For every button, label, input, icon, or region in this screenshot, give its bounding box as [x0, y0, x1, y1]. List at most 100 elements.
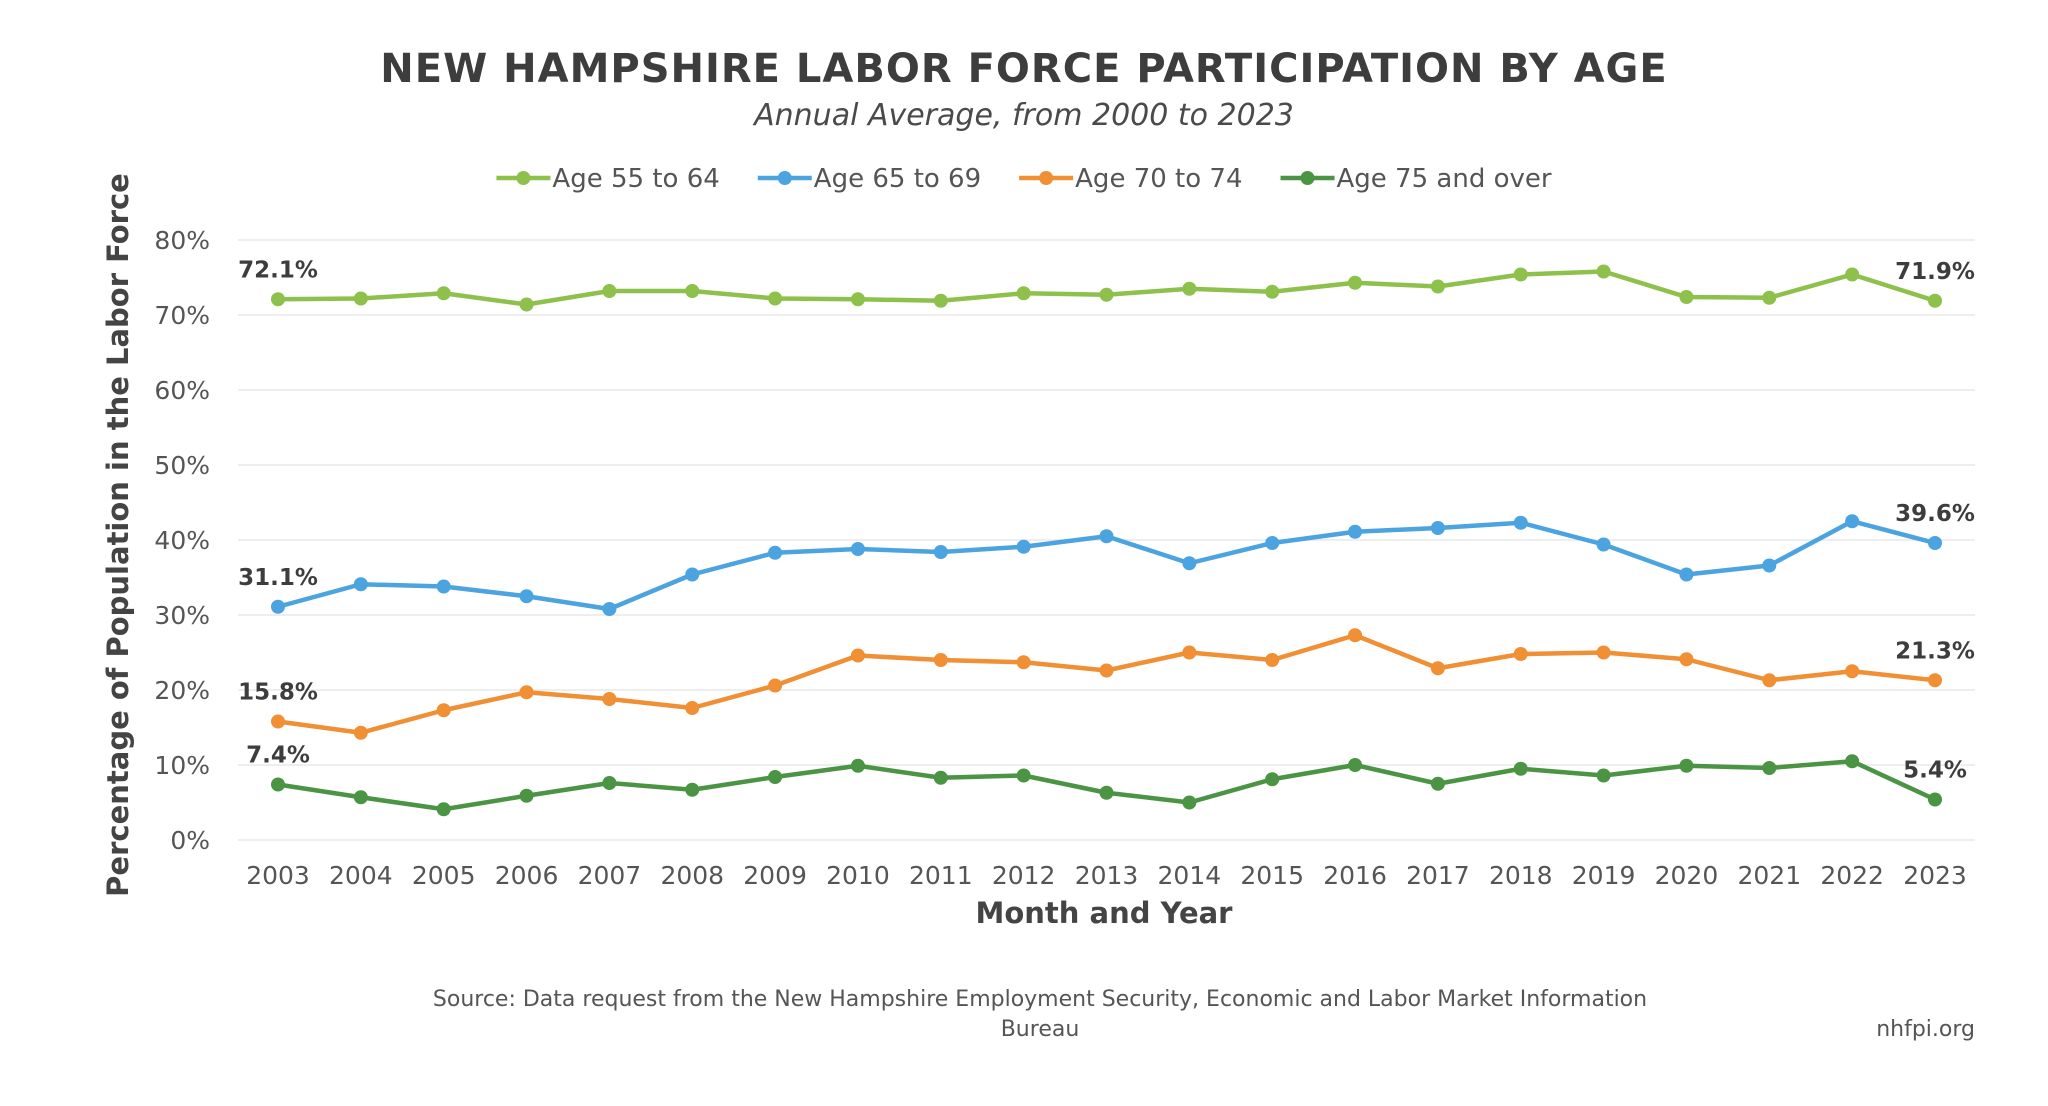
data-point — [1430, 521, 1445, 535]
data-point — [1762, 290, 1777, 305]
x-tick-label: 2015 — [1240, 861, 1304, 890]
start-value-label: 31.1% — [238, 565, 318, 591]
data-point — [1928, 293, 1942, 308]
legend-swatch-dot — [1039, 171, 1054, 185]
x-tick-label: 2022 — [1820, 861, 1884, 890]
legend-item: Age 55 to 64 — [496, 164, 720, 194]
data-point — [1928, 792, 1942, 807]
data-point — [1513, 267, 1528, 282]
y-tick-label: 20% — [154, 676, 210, 705]
x-tick-label: 2023 — [1903, 861, 1967, 890]
end-value-label: 5.4% — [1903, 758, 1967, 784]
data-point — [1348, 524, 1363, 539]
data-point — [1430, 279, 1445, 294]
legend-item: Age 65 to 69 — [757, 164, 981, 194]
y-tick-label: 10% — [154, 751, 210, 780]
data-point — [353, 577, 368, 592]
data-point — [1265, 772, 1280, 787]
source-line-2: Bureau — [1001, 1017, 1080, 1042]
x-tick-label: 2014 — [1158, 861, 1222, 890]
data-point — [1513, 647, 1528, 661]
data-point — [933, 545, 948, 559]
data-point — [436, 286, 451, 301]
data-point — [271, 777, 285, 792]
y-tick-label: 70% — [154, 301, 210, 330]
data-point — [850, 292, 865, 307]
y-tick-label: 30% — [154, 601, 210, 630]
data-point — [933, 770, 948, 785]
data-point — [1099, 663, 1114, 678]
data-point — [768, 545, 783, 560]
data-point — [1016, 539, 1031, 554]
data-point — [1016, 286, 1031, 301]
x-axis-label: Month and Year — [976, 896, 1234, 930]
data-point — [271, 599, 285, 614]
series-age-70-to-74 — [271, 628, 1942, 740]
x-tick-label: 2003 — [246, 861, 310, 890]
data-point — [768, 770, 783, 784]
legend-label: Age 75 and over — [1337, 164, 1552, 194]
data-point — [1016, 768, 1031, 783]
data-point — [850, 542, 865, 556]
source-line-1: Source: Data request from the New Hampsh… — [433, 987, 1647, 1012]
legend-item: Age 75 and over — [1280, 164, 1552, 194]
series-age-55-to-64 — [271, 264, 1942, 312]
data-point — [1845, 754, 1860, 769]
data-point — [353, 790, 368, 805]
x-tick-label: 2021 — [1737, 861, 1801, 890]
data-point — [1513, 761, 1528, 776]
data-point — [1845, 267, 1860, 282]
data-point — [1762, 558, 1777, 573]
data-point — [519, 589, 534, 604]
series-line — [275, 633, 1938, 735]
data-labels: 72.1% 71.9% 31.1% 39.6% 15.8% 21.3% 7.4% 5.4% — [238, 257, 1975, 783]
end-value-label: 39.6% — [1895, 501, 1975, 527]
legend-item: Age 70 to 74 — [1019, 164, 1243, 194]
x-tick-label: 2008 — [660, 861, 724, 890]
data-point — [271, 292, 285, 307]
end-value-label: 21.3% — [1895, 638, 1975, 664]
data-point — [1265, 653, 1280, 667]
legend-label: Age 70 to 74 — [1075, 164, 1242, 194]
x-tick-label: 2016 — [1323, 861, 1387, 890]
legend-label: Age 65 to 69 — [814, 164, 981, 194]
y-axis-label: Percentage of Population in the Labor Fo… — [101, 173, 135, 897]
data-point — [602, 602, 617, 616]
data-point — [1596, 645, 1611, 660]
y-tick-label: 50% — [154, 451, 210, 480]
data-point — [519, 297, 534, 312]
data-point — [768, 678, 783, 693]
data-point — [1679, 567, 1694, 582]
y-axis-ticks: 0% 10% 20% 30% 40% 50% 60% 70% 80% — [154, 226, 210, 855]
x-tick-label: 2011 — [909, 861, 973, 890]
site-credit: nhfpi.org — [1876, 1017, 1975, 1042]
series-age-75-and-over — [271, 754, 1942, 817]
data-point — [685, 701, 700, 715]
data-point — [1099, 785, 1114, 800]
data-point — [1845, 664, 1860, 679]
data-point — [850, 648, 865, 663]
x-tick-label: 2017 — [1406, 861, 1470, 890]
legend-swatch-dot — [516, 171, 531, 185]
x-axis-ticks: 2003 2004 2005 2006 2007 2008 2009 2010 2011 2012… — [246, 861, 1967, 890]
x-tick-label: 2005 — [412, 861, 476, 890]
data-point — [271, 714, 285, 729]
data-point — [933, 653, 948, 667]
x-tick-label: 2010 — [826, 861, 890, 890]
data-point — [1182, 645, 1197, 660]
start-value-label: 15.8% — [238, 680, 318, 706]
x-tick-label: 2009 — [743, 861, 807, 890]
legend: Age 55 to 64 Age 65 to 69 Age 70 to 74 Age … — [496, 164, 1552, 194]
data-point — [1348, 758, 1363, 772]
chart-subtitle: Annual Average, from 2000 to 2023 — [752, 98, 1294, 133]
y-tick-label: 0% — [170, 826, 210, 855]
data-point — [850, 758, 865, 773]
data-point — [1928, 673, 1942, 688]
data-point — [1016, 655, 1031, 670]
data-point — [1265, 536, 1280, 550]
data-point — [602, 776, 617, 790]
data-point — [602, 284, 617, 298]
data-point — [1430, 776, 1445, 791]
data-point — [1928, 536, 1942, 550]
